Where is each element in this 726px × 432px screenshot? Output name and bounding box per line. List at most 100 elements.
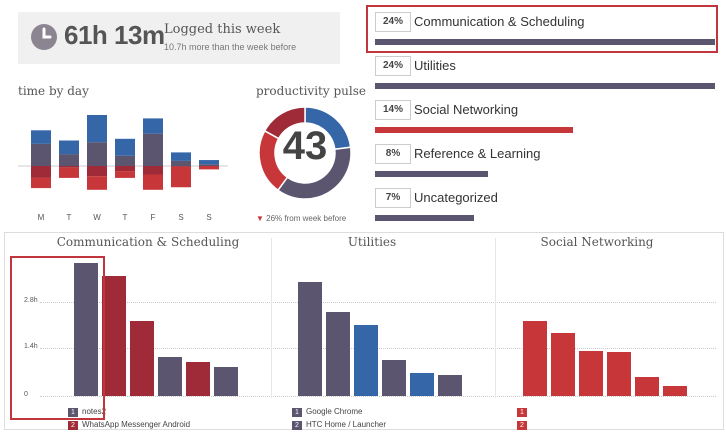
day-bar-darkred xyxy=(31,166,51,178)
day-bar-red xyxy=(59,167,79,178)
day-bar-slate xyxy=(199,164,219,166)
day-bar-blue xyxy=(87,115,107,143)
app-bar xyxy=(214,366,238,396)
category-percent: 24% xyxy=(375,56,411,76)
legend-badge: 1 xyxy=(292,408,302,417)
day-bar-red xyxy=(87,176,107,190)
pulse-change-text: 26% from week before xyxy=(266,214,347,223)
category-percent: 7% xyxy=(375,188,411,208)
category-name[interactable]: Uncategorized xyxy=(414,190,498,205)
day-label: F xyxy=(150,213,156,222)
app-bar xyxy=(186,361,210,396)
total-time: 61h 13m xyxy=(64,20,165,50)
app-bar xyxy=(410,373,434,396)
app-bar xyxy=(102,275,126,396)
day-bar-slate xyxy=(171,160,191,166)
y-tick-label: 2.8h xyxy=(24,297,38,304)
app-bar xyxy=(579,350,603,396)
day-bar-red xyxy=(31,177,51,189)
y-tick-label: 1.4h xyxy=(24,343,38,350)
category-percent: 8% xyxy=(375,144,411,164)
day-label: T xyxy=(66,213,72,222)
app-bar xyxy=(354,324,378,396)
productivity-pulse-donut xyxy=(258,106,352,200)
column-title: Social Networking xyxy=(540,235,654,249)
category-name[interactable]: Social Networking xyxy=(414,102,519,117)
day-bar-blue xyxy=(199,160,219,165)
column-title: Communication & Scheduling xyxy=(56,235,240,249)
pulse-segment xyxy=(263,106,306,140)
day-bar-slate xyxy=(59,154,79,166)
clock-icon xyxy=(31,24,57,50)
pulse-title: productivity pulse xyxy=(256,84,366,98)
day-label: S xyxy=(178,213,184,222)
y-tick-label: 0 xyxy=(24,391,28,398)
day-label: W xyxy=(93,213,101,222)
category-name[interactable]: Reference & Learning xyxy=(414,146,541,161)
legend-app-name[interactable]: WhatsApp Messenger Android xyxy=(82,420,191,429)
logged-label: Logged this week xyxy=(164,22,281,37)
legend-app-name[interactable]: notes2 xyxy=(82,407,107,416)
day-label: T xyxy=(122,213,128,222)
day-bar-blue xyxy=(31,130,51,144)
gridline xyxy=(40,348,716,349)
gridline xyxy=(40,302,716,303)
category-bar xyxy=(375,171,488,177)
gridline xyxy=(40,396,716,397)
legend-badge: 1 xyxy=(517,408,527,417)
legend-app-name[interactable]: HTC Home / Launcher xyxy=(306,420,387,429)
highlight-box xyxy=(366,5,718,53)
day-bar-red xyxy=(171,166,191,188)
app-bar xyxy=(635,376,659,396)
time-by-day-title: time by day xyxy=(18,84,89,98)
arrow-down-icon: ▼ xyxy=(256,214,264,223)
day-bar-slate xyxy=(87,142,107,166)
day-bar-red xyxy=(199,166,219,170)
legend-badge: 2 xyxy=(292,421,302,430)
app-bar xyxy=(523,321,547,396)
pulse-change: ▼ 26% from week before xyxy=(256,214,346,223)
day-bar-darkred xyxy=(143,166,163,175)
category-bar xyxy=(375,215,474,221)
day-bar-darkred xyxy=(59,166,79,168)
category-bar xyxy=(375,39,715,45)
pulse-score: 43 xyxy=(282,124,328,168)
day-bar-slate xyxy=(31,143,51,166)
category-percent: 14% xyxy=(375,100,411,120)
column-title: Utilities xyxy=(347,235,397,249)
column-divider xyxy=(495,238,496,398)
column-divider xyxy=(271,238,272,398)
category-bar xyxy=(375,127,573,133)
comparison-text: 10.7h more than the week before xyxy=(164,42,297,52)
day-bar-slate xyxy=(115,155,135,166)
category-bar xyxy=(375,83,715,89)
day-label: S xyxy=(206,213,212,222)
app-bar xyxy=(438,374,462,396)
category-percent: 24% xyxy=(375,12,411,32)
day-bar-slate xyxy=(143,133,163,166)
app-bar xyxy=(382,360,406,396)
legend-app-name[interactable]: Google Chrome xyxy=(306,407,363,416)
day-bar-blue xyxy=(59,140,79,155)
app-bar xyxy=(663,386,687,396)
day-bar-darkred xyxy=(87,166,107,177)
category-name[interactable]: Utilities xyxy=(414,58,456,73)
app-bar xyxy=(74,262,98,396)
legend-badge: 1 xyxy=(68,408,78,417)
app-bar xyxy=(607,352,631,396)
day-label: M xyxy=(37,213,45,222)
app-bar xyxy=(326,311,350,396)
weekly-summary: 61h 13m Logged this week 10.7h more than… xyxy=(18,12,340,64)
legend-badge: 2 xyxy=(68,421,78,430)
app-bar xyxy=(158,357,182,396)
day-bar-blue xyxy=(143,118,163,134)
category-name[interactable]: Communication & Scheduling xyxy=(414,14,585,29)
legend-badge: 2 xyxy=(517,421,527,430)
app-bar xyxy=(130,321,154,396)
day-bar-darkred xyxy=(171,166,191,167)
day-bar-darkred xyxy=(115,166,135,172)
day-bar-blue xyxy=(171,152,191,161)
day-bar-red xyxy=(143,174,163,190)
day-bar-blue xyxy=(115,138,135,156)
time-by-day-chart xyxy=(18,115,228,190)
